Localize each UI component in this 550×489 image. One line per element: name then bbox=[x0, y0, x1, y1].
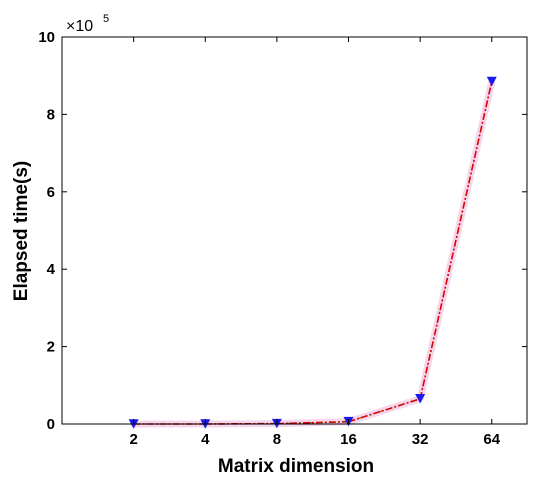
x-tick-label: 64 bbox=[483, 431, 500, 448]
y-tick-label: 2 bbox=[47, 339, 55, 356]
x-tick-label: 2 bbox=[129, 431, 137, 448]
series-line-overlay bbox=[276, 421, 349, 425]
y-multiplier-exponent: 5 bbox=[103, 13, 109, 25]
y-axis-title: Elapsed time(s) bbox=[11, 161, 32, 301]
y-multiplier-base: ×10 bbox=[66, 18, 93, 35]
y-axis-ticks: 0 2 4 6 8 10 bbox=[38, 29, 527, 433]
data-point-marker bbox=[486, 76, 497, 87]
x-tick-label: 16 bbox=[340, 431, 357, 448]
y-tick-label: 6 bbox=[47, 184, 55, 201]
data-point-marker bbox=[415, 394, 426, 404]
y-tick-label: 8 bbox=[47, 106, 55, 123]
y-tick-label: 4 bbox=[47, 261, 56, 278]
plot-frame bbox=[61, 36, 528, 425]
x-axis-ticks: 2 4 8 16 32 64 bbox=[129, 37, 501, 448]
series-line-segment bbox=[348, 398, 421, 423]
x-tick-label: 8 bbox=[273, 431, 281, 448]
x-tick-label: 32 bbox=[412, 431, 429, 448]
series-line-overlay bbox=[348, 398, 421, 423]
x-tick-label: 4 bbox=[201, 431, 210, 448]
series-line-segment bbox=[276, 420, 349, 425]
y-tick-label: 10 bbox=[38, 29, 55, 46]
x-axis-title: Matrix dimension bbox=[218, 456, 374, 477]
y-tick-label: 0 bbox=[47, 416, 55, 433]
series-line-segment bbox=[419, 81, 493, 400]
plot-area bbox=[62, 37, 527, 424]
